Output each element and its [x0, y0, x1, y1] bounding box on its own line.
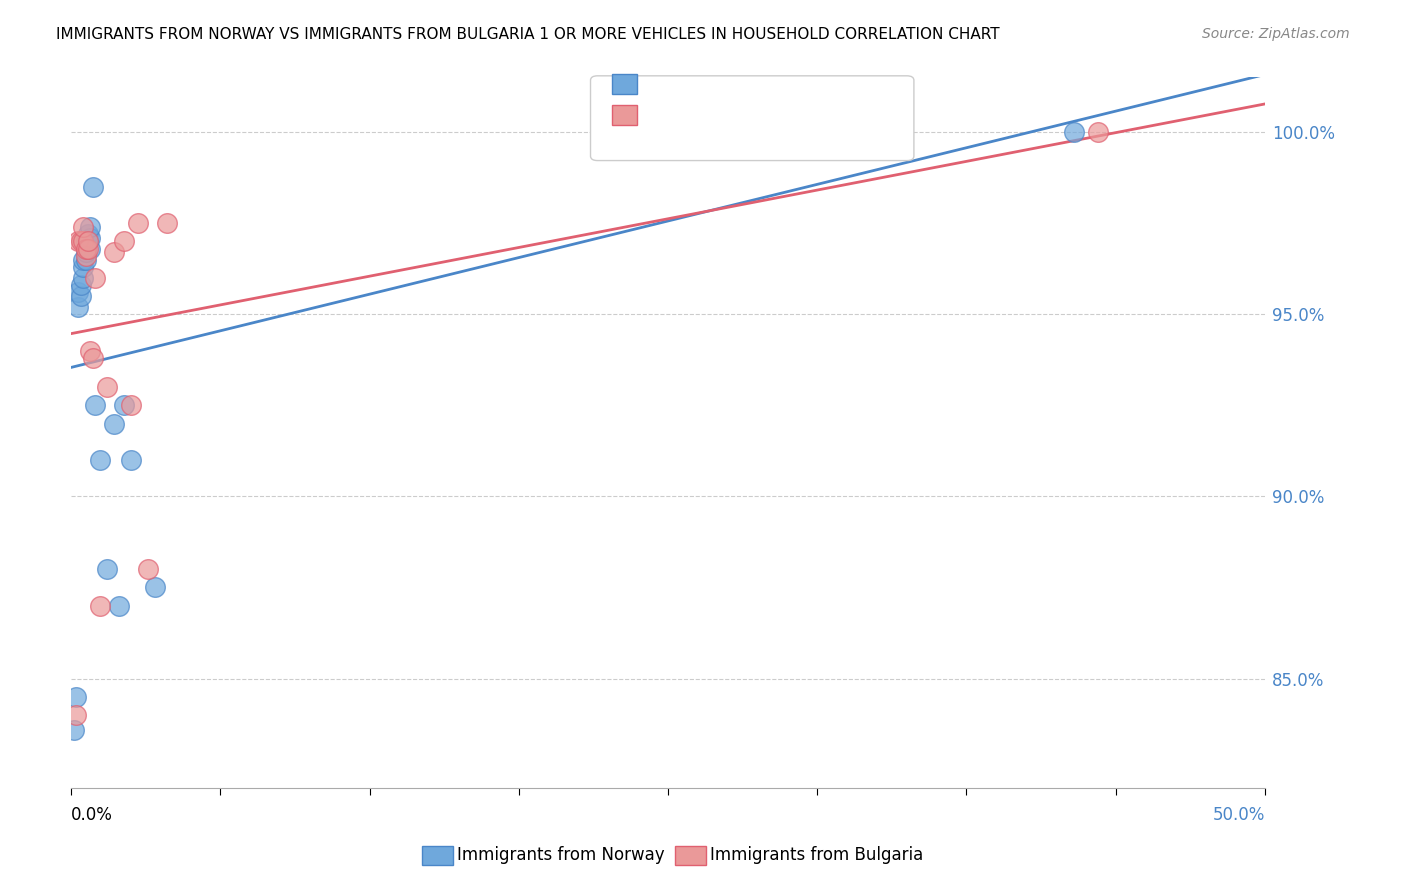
Point: [112, 235, 135, 249]
Point: [82, 351, 104, 365]
Text: R =: R =: [648, 75, 688, 93]
Point: [127, 216, 149, 230]
Point: [89, 599, 111, 613]
Point: [728, 132, 751, 146]
Point: [79, 219, 101, 234]
Point: [69, 235, 91, 249]
Text: 50.0%: 50.0%: [1212, 806, 1265, 824]
Point: [75, 252, 97, 267]
Point: [72, 235, 94, 249]
Point: [65, 690, 87, 704]
Point: [120, 453, 142, 467]
Text: 0.348: 0.348: [688, 75, 740, 93]
Point: [143, 581, 166, 595]
Text: 21: 21: [786, 106, 808, 124]
Point: [75, 242, 97, 256]
Point: [1063, 125, 1085, 139]
Point: [156, 216, 179, 230]
Point: [84, 270, 107, 285]
Text: 0.0%: 0.0%: [72, 806, 112, 824]
Point: [69, 289, 91, 303]
Point: [84, 398, 107, 412]
Point: [82, 179, 104, 194]
Point: [108, 599, 131, 613]
Point: [77, 235, 100, 249]
Text: R =: R =: [648, 106, 688, 124]
Point: [65, 708, 87, 723]
Point: [96, 380, 118, 394]
Point: [79, 242, 101, 256]
Point: [75, 245, 97, 260]
Point: [75, 249, 97, 263]
Text: 0.393: 0.393: [688, 106, 740, 124]
Point: [67, 285, 90, 300]
Point: [72, 260, 94, 274]
Point: [77, 235, 100, 249]
Point: [67, 300, 90, 314]
Text: Immigrants from Bulgaria: Immigrants from Bulgaria: [710, 847, 924, 864]
Point: [103, 245, 125, 260]
Point: [72, 270, 94, 285]
Point: [112, 398, 135, 412]
Text: Immigrants from Norway: Immigrants from Norway: [457, 847, 665, 864]
Point: [79, 231, 101, 245]
Point: [120, 398, 142, 412]
Text: N =: N =: [740, 106, 792, 124]
Point: [72, 252, 94, 267]
Point: [69, 278, 91, 293]
Text: IMMIGRANTS FROM NORWAY VS IMMIGRANTS FROM BULGARIA 1 OR MORE VEHICLES IN HOUSEHO: IMMIGRANTS FROM NORWAY VS IMMIGRANTS FRO…: [56, 27, 1000, 42]
Point: [103, 417, 125, 431]
Point: [77, 242, 100, 256]
Point: [1087, 125, 1109, 139]
Text: 28: 28: [786, 75, 808, 93]
Point: [72, 219, 94, 234]
Point: [67, 235, 90, 249]
Point: [89, 453, 111, 467]
Point: [75, 235, 97, 249]
Point: [79, 343, 101, 358]
Text: Source: ZipAtlas.com: Source: ZipAtlas.com: [1202, 27, 1350, 41]
Point: [62, 723, 84, 737]
Point: [77, 227, 100, 241]
Text: N =: N =: [740, 75, 792, 93]
Point: [136, 562, 159, 576]
Point: [96, 562, 118, 576]
